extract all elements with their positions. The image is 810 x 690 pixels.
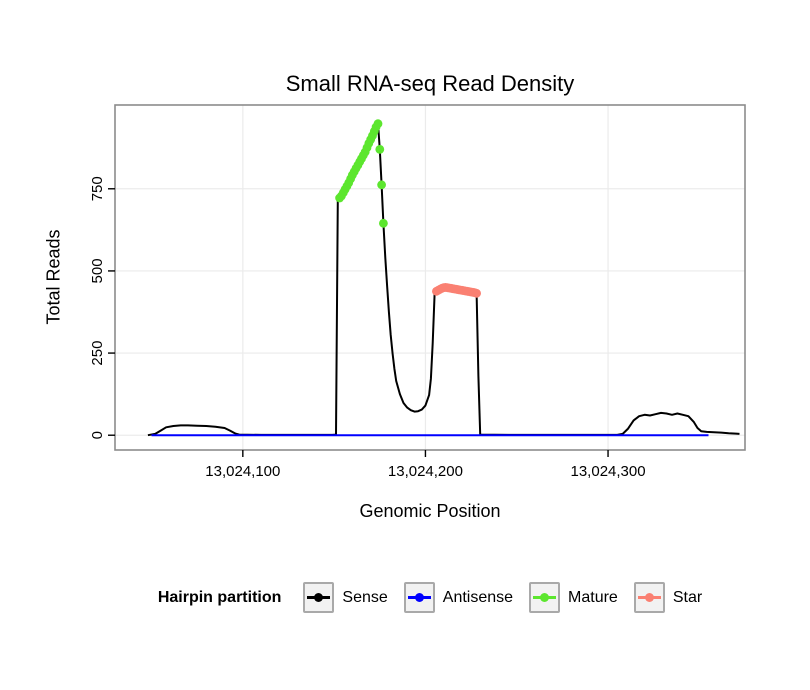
x-tick-label: 13,024,200 [388, 463, 463, 480]
legend-title: Hairpin partition [157, 588, 282, 606]
y-tick-label: 750 [89, 176, 106, 201]
y-tick-label: 0 [89, 431, 106, 439]
x-axis-title: Genomic Position [359, 501, 501, 521]
panel-border [114, 104, 746, 451]
legend-dot-swatch [314, 593, 324, 602]
legend-label-sense: Sense [342, 588, 388, 606]
x-tick-label: 13,024,100 [205, 463, 280, 480]
series-point-mature [373, 119, 383, 129]
chart-svg: 13,024,100 13,024,200 13,024,300 0 250 500 750 [89, 104, 746, 480]
series-point-mature [379, 218, 388, 228]
legend-key-sense [303, 582, 335, 613]
legend: Hairpin partition Sense Antisense Mature [0, 582, 810, 613]
series-point-star [472, 288, 481, 298]
legend-item-star: Star [633, 582, 703, 613]
legend-label-antisense: Antisense [442, 588, 514, 606]
legend-label-star: Star [672, 588, 703, 606]
y-tick-label: 500 [89, 258, 106, 283]
legend-item-antisense: Antisense [403, 582, 514, 613]
x-tick-label: 13,024,300 [571, 463, 646, 480]
legend-dot-swatch [644, 593, 654, 602]
legend-key-star [633, 582, 665, 613]
series-point-mature [375, 145, 385, 154]
legend-item-sense: Sense [303, 582, 388, 613]
chart-title: Small RNA-seq Read Density [285, 71, 575, 96]
legend-dot-swatch [414, 593, 424, 602]
legend-key-antisense [403, 582, 435, 613]
series-point-mature [377, 180, 386, 190]
legend-item-mature: Mature [529, 582, 618, 613]
legend-dot-swatch [540, 593, 550, 602]
legend-label-mature: Mature [568, 588, 618, 606]
legend-key-mature [529, 582, 561, 613]
series-line-sense [147, 122, 740, 437]
y-tick-label: 250 [89, 341, 106, 366]
